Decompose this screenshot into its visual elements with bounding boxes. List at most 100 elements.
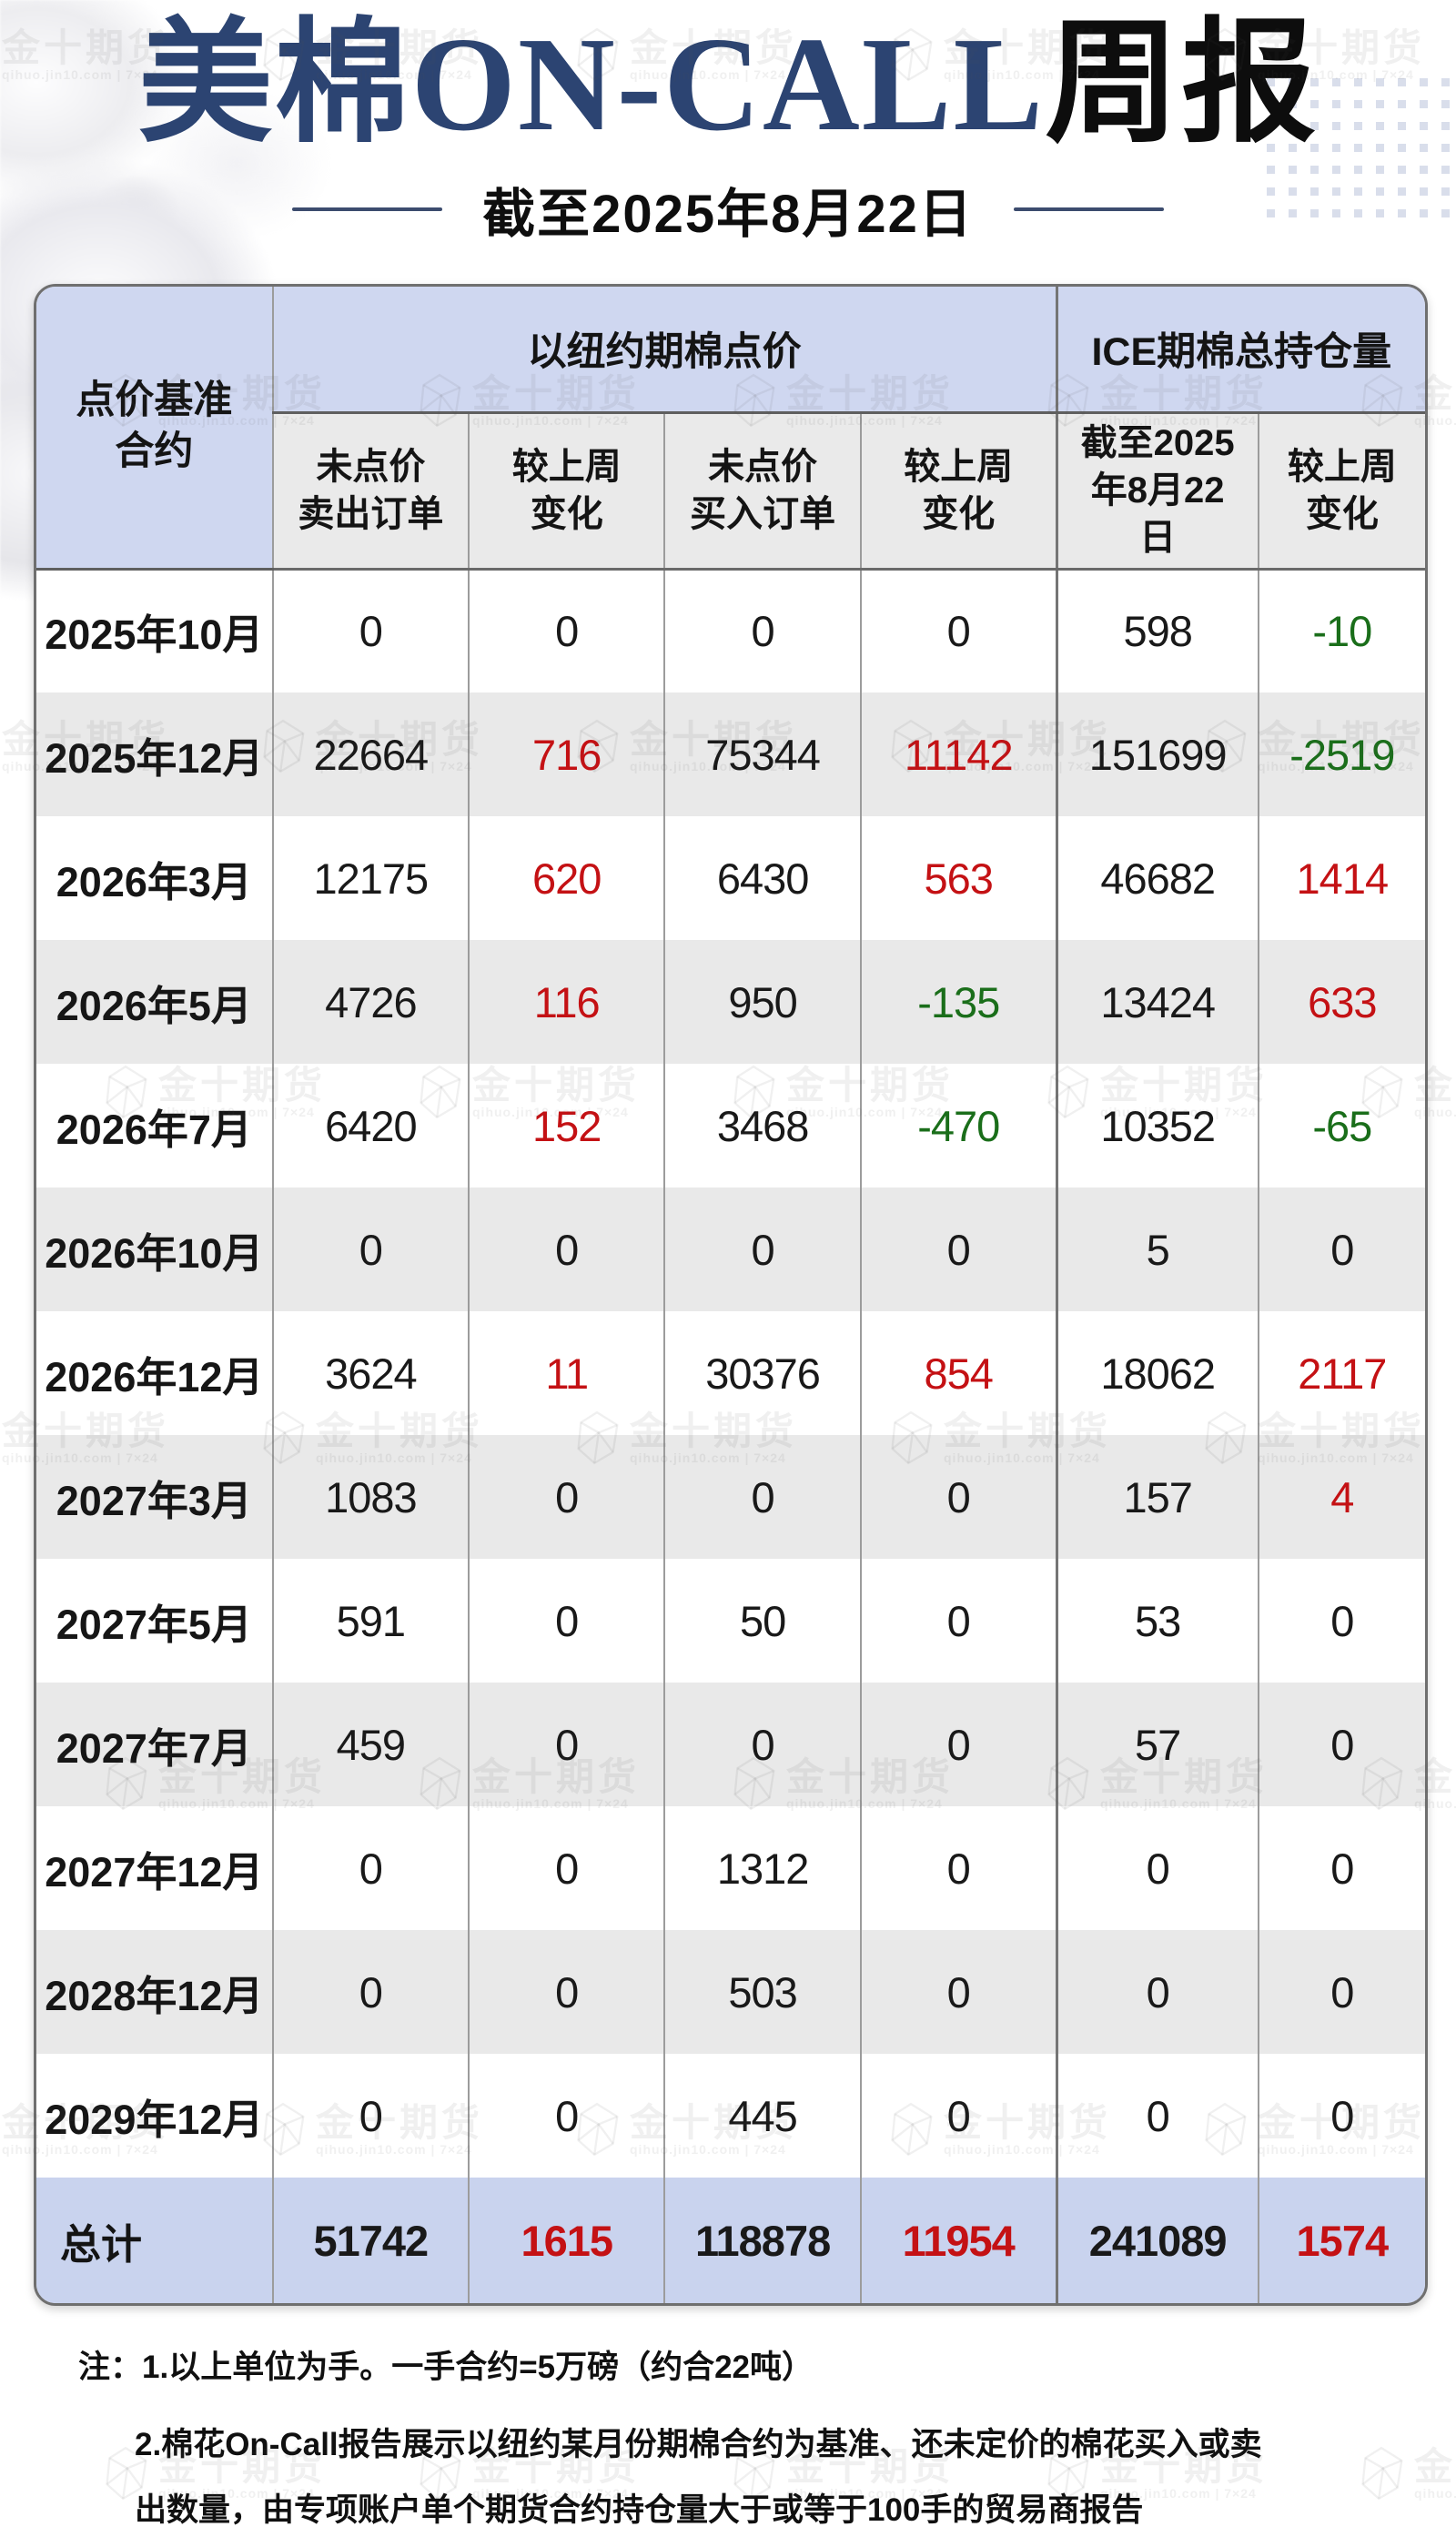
dot <box>1267 122 1275 130</box>
value-cell: 1414 <box>1258 816 1425 940</box>
dot <box>1420 122 1428 130</box>
footnotes: 注：1.以上单位为手。一手合约=5万磅（约合22吨） 2.棉花On-Call报告… <box>78 2346 1407 2532</box>
contract-cell: 2029年12月 <box>36 2054 274 2178</box>
value-cell: 0 <box>272 569 470 692</box>
value-cell: 57 <box>1057 1683 1259 1806</box>
table-row: 2027年7月 459 0 0 0 57 0 <box>36 1683 1425 1806</box>
dot <box>1354 209 1362 217</box>
value-cell: 0 <box>860 1683 1058 1806</box>
value-cell: 6420 <box>272 1064 470 1188</box>
value-cell: 0 <box>664 569 862 692</box>
value-cell: 563 <box>860 816 1058 940</box>
dot <box>1310 187 1319 196</box>
value-cell: -135 <box>860 940 1058 1064</box>
value-cell: 0 <box>272 1806 470 1930</box>
value-cell: 0 <box>1057 1930 1259 2054</box>
table-row: 2026年7月 6420 152 3468 -470 10352 -65 <box>36 1064 1425 1188</box>
dot <box>1267 187 1275 196</box>
value-cell: 0 <box>469 1930 666 2054</box>
dot <box>1376 78 1384 86</box>
value-cell: 0 <box>860 1806 1058 1930</box>
value-cell: 0 <box>1258 1930 1425 2054</box>
value-cell: 0 <box>469 569 666 692</box>
total-value-cell: 241089 <box>1057 2178 1259 2303</box>
contract-cell: 2026年3月 <box>36 816 274 940</box>
dot <box>1376 122 1384 130</box>
dot <box>1398 187 1406 196</box>
dot <box>1441 187 1450 196</box>
value-cell: 591 <box>272 1559 470 1683</box>
value-cell: 0 <box>664 1188 862 1311</box>
dot <box>1310 78 1319 86</box>
dot <box>1420 78 1428 86</box>
dot <box>1310 122 1319 130</box>
value-cell: 0 <box>860 1435 1058 1559</box>
watermark-brand: 金十期货 <box>1414 2444 1456 2488</box>
value-cell: 0 <box>469 1559 666 1683</box>
subheader-row: 未点价 卖出订单 较上周 变化 未点价 买入订单 较上周 变化 截至2025 年8月22… <box>36 412 1425 571</box>
dot-grid-decoration <box>1267 78 1450 217</box>
dot <box>1420 209 1428 217</box>
dot <box>1332 100 1340 108</box>
watermark-tagline: qihuo.jin10.com | 7×24 <box>1414 2485 1456 2501</box>
value-cell: 0 <box>860 2054 1058 2178</box>
dot <box>1354 187 1362 196</box>
value-cell: 6430 <box>664 816 862 940</box>
dot <box>1420 100 1428 108</box>
contract-cell: 2025年10月 <box>36 569 274 692</box>
dot <box>1332 144 1340 152</box>
value-cell: 0 <box>1258 1806 1425 1930</box>
table-row: 2026年3月 12175 620 6430 563 46682 1414 <box>36 816 1425 940</box>
dot <box>1420 166 1428 174</box>
value-cell: 0 <box>1258 1683 1425 1806</box>
dot <box>1441 209 1450 217</box>
group-header-ny: 以纽约期棉点价 <box>272 287 1058 414</box>
dot <box>1310 209 1319 217</box>
report-date: 截至2025年8月22日 <box>482 185 974 244</box>
value-cell: -470 <box>860 1064 1058 1188</box>
contract-cell: 2025年12月 <box>36 692 274 816</box>
value-cell: 716 <box>469 692 666 816</box>
dot <box>1289 209 1297 217</box>
dot <box>1332 122 1340 130</box>
oncall-table: 点价基准 合约 以纽约期棉点价 ICE期棉总持仓量 未点价 卖出订单 较上周 变化… <box>36 287 1425 2303</box>
value-cell: 0 <box>469 2054 666 2178</box>
dot <box>1441 144 1450 152</box>
oncall-table-wrapper: 点价基准 合约 以纽约期棉点价 ICE期棉总持仓量 未点价 卖出订单 较上周 变化… <box>34 284 1428 2306</box>
dot <box>1398 122 1406 130</box>
value-cell: 0 <box>1057 2054 1259 2178</box>
value-cell: 1083 <box>272 1435 470 1559</box>
total-value-cell: 51742 <box>272 2178 470 2303</box>
dot <box>1310 100 1319 108</box>
value-cell: 50 <box>664 1559 862 1683</box>
contract-cell: 2026年5月 <box>36 940 274 1064</box>
dot <box>1354 166 1362 174</box>
value-cell: 0 <box>272 1930 470 2054</box>
dot <box>1267 144 1275 152</box>
total-label-cell: 总计 <box>36 2178 274 2303</box>
table-row: 2027年3月 1083 0 0 0 157 4 <box>36 1435 1425 1559</box>
dot <box>1441 166 1450 174</box>
dot <box>1289 166 1297 174</box>
contract-cell: 2027年5月 <box>36 1559 274 1683</box>
table-row: 2027年12月 0 0 1312 0 0 0 <box>36 1806 1425 1930</box>
table-row: 2028年12月 0 0 503 0 0 0 <box>36 1930 1425 2054</box>
value-cell: 2117 <box>1258 1311 1425 1435</box>
total-value-cell: 1615 <box>469 2178 666 2303</box>
subheader-cell: 未点价 买入订单 <box>664 412 862 571</box>
subheader-cell: 较上周 变化 <box>469 412 666 571</box>
dot <box>1289 144 1297 152</box>
value-cell: 0 <box>469 1435 666 1559</box>
value-cell: 12175 <box>272 816 470 940</box>
value-cell: 152 <box>469 1064 666 1188</box>
dot <box>1354 100 1362 108</box>
dot <box>1420 187 1428 196</box>
dot <box>1332 187 1340 196</box>
dot <box>1441 100 1450 108</box>
dot <box>1289 122 1297 130</box>
date-divider-line-right <box>1013 207 1164 211</box>
contract-cell: 2028年12月 <box>36 1930 274 2054</box>
table-row: 2025年12月 22664 716 75344 11142 151699 -2519 <box>36 692 1425 816</box>
dot <box>1332 209 1340 217</box>
dot <box>1354 122 1362 130</box>
